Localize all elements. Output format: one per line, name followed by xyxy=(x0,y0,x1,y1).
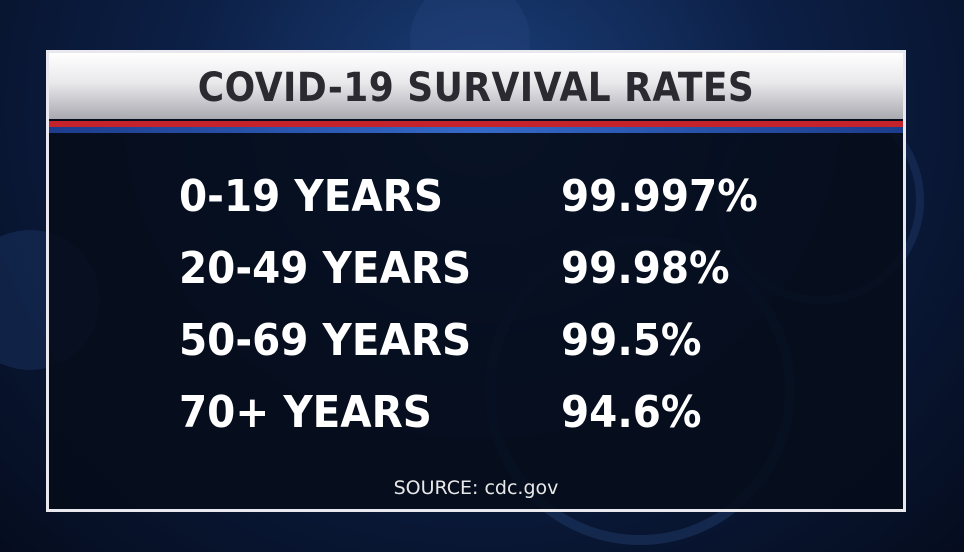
source: SOURCE: cdc.gov xyxy=(393,477,559,499)
header-bar xyxy=(49,53,903,119)
age-group: 70+ YEARS xyxy=(179,387,432,438)
survival-rate: 94.6% xyxy=(561,387,702,438)
survival-rate: 99.98% xyxy=(561,243,730,294)
survival-rate: 99.997% xyxy=(561,171,758,222)
age-group: 0-19 YEARS xyxy=(179,171,444,222)
red-stripe xyxy=(49,121,903,127)
title: COVID-19 SURVIVAL RATES xyxy=(197,65,755,111)
age-group: 20-49 YEARS xyxy=(179,243,472,294)
age-group: 50-69 YEARS xyxy=(179,315,472,366)
survival-rate: 99.5% xyxy=(561,315,702,366)
blue-stripe xyxy=(49,127,903,133)
panel: COVID-19 SURVIVAL RATES 0-19 YEARS 99.997… xyxy=(46,50,906,512)
